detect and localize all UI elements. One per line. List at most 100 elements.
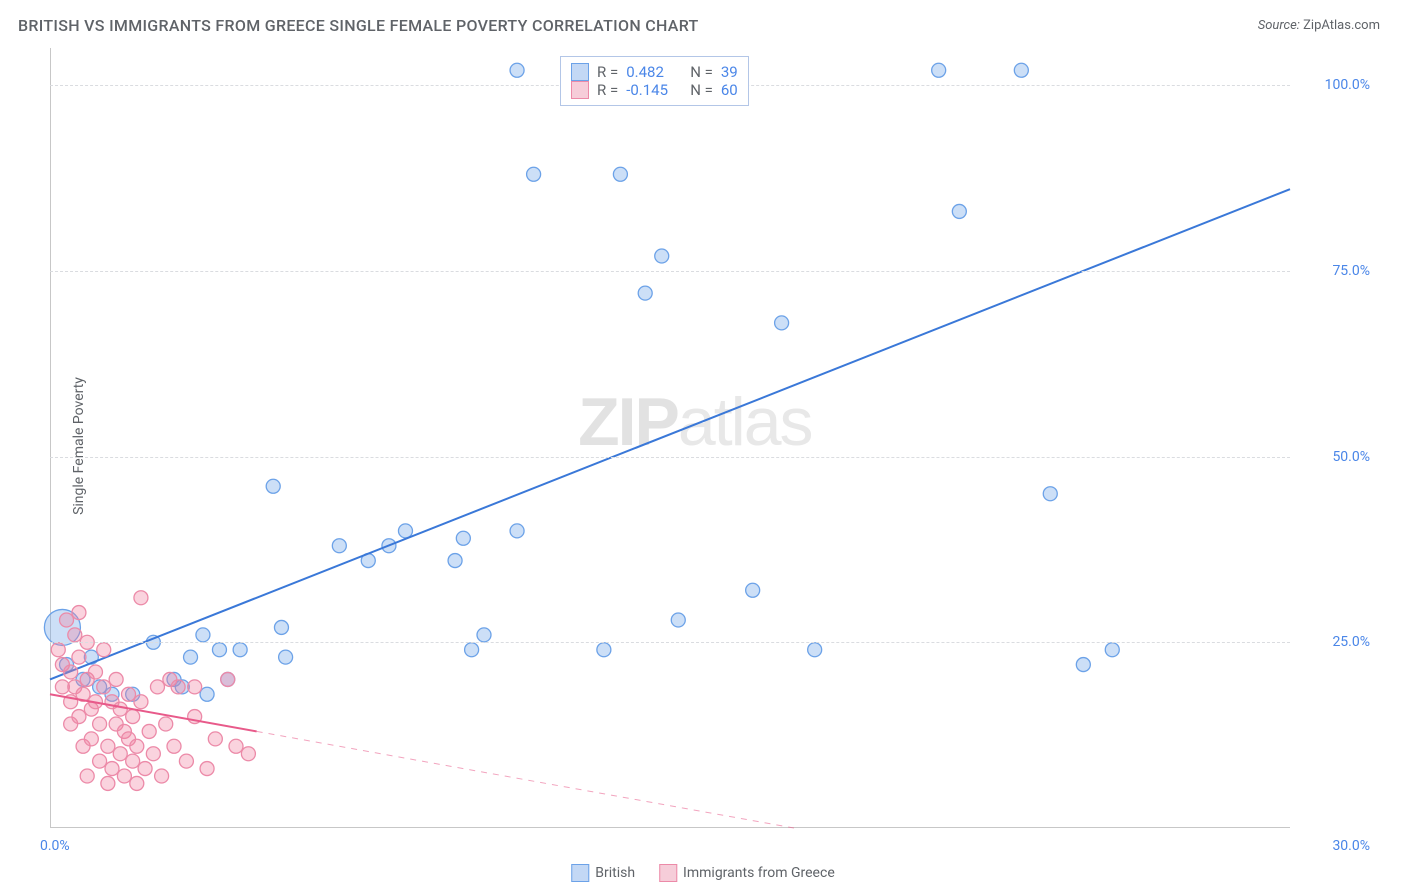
legend-series: British Immigrants from Greece <box>571 864 834 882</box>
greece-point <box>113 747 127 761</box>
greece-point <box>72 606 86 620</box>
british-point <box>527 167 541 181</box>
greece-point <box>188 680 202 694</box>
british-point <box>274 620 288 634</box>
british-point <box>456 531 470 545</box>
british-point <box>510 63 524 77</box>
greece-point <box>109 672 123 686</box>
chart-container: BRITISH VS IMMIGRANTS FROM GREECE SINGLE… <box>0 0 1406 892</box>
british-point <box>465 643 479 657</box>
greece-point <box>84 732 98 746</box>
british-point <box>746 583 760 597</box>
british-point <box>184 650 198 664</box>
x-tick-left: 0.0% <box>40 838 70 854</box>
greece-point <box>142 724 156 738</box>
source-label: Source: <box>1258 18 1300 33</box>
greece-point <box>117 769 131 783</box>
greece-point <box>134 695 148 709</box>
greece-point <box>60 613 74 627</box>
british-point <box>932 63 946 77</box>
gridline <box>50 457 1290 458</box>
british-point <box>671 613 685 627</box>
greece-point <box>221 672 235 686</box>
legend-row-greece: R = -0.145N = 60 <box>571 81 738 99</box>
y-tick-label: 75.0% <box>1332 263 1370 279</box>
greece-point <box>72 710 86 724</box>
greece-trendline-dashed <box>257 731 794 828</box>
n-prefix: N = <box>690 81 713 99</box>
n-prefix: N = <box>690 63 713 81</box>
greece-point <box>179 754 193 768</box>
r-prefix: R = <box>597 81 618 99</box>
gridline <box>50 271 1290 272</box>
greece-point <box>93 754 107 768</box>
british-trendline <box>50 189 1290 679</box>
greece-point <box>51 643 65 657</box>
greece-point <box>208 732 222 746</box>
british-point <box>477 628 491 642</box>
gridline <box>50 642 1290 643</box>
greece-point <box>146 747 160 761</box>
british-point <box>952 204 966 218</box>
british-point <box>1105 643 1119 657</box>
british-n-value: 39 <box>721 63 738 81</box>
british-point <box>613 167 627 181</box>
greece-point <box>200 762 214 776</box>
british-label: British <box>595 865 635 881</box>
chart-source: Source: ZipAtlas.com <box>1258 18 1380 33</box>
greece-swatch <box>659 864 677 882</box>
legend-row-british: R = 0.482 N = 39 <box>571 63 738 81</box>
greece-point <box>97 643 111 657</box>
greece-point <box>134 591 148 605</box>
greece-n-value: 60 <box>721 81 738 99</box>
british-point <box>1043 487 1057 501</box>
legend-item-british: British <box>571 864 635 882</box>
greece-point <box>150 680 164 694</box>
y-tick-label: 100.0% <box>1325 77 1370 93</box>
greece-point <box>122 687 136 701</box>
plot-svg <box>50 48 1290 828</box>
greece-point <box>159 717 173 731</box>
y-tick-label: 50.0% <box>1332 449 1370 465</box>
greece-point <box>68 628 82 642</box>
british-point <box>510 524 524 538</box>
plot-area: ZIPatlas 0.0% 30.0% 25.0%50.0%75.0%100.0… <box>50 48 1290 828</box>
greece-point <box>113 702 127 716</box>
greece-point <box>138 762 152 776</box>
greece-point <box>130 776 144 790</box>
british-point <box>448 554 462 568</box>
greece-point <box>80 769 94 783</box>
greece-label: Immigrants from Greece <box>683 865 835 881</box>
greece-point <box>241 747 255 761</box>
greece-point <box>97 680 111 694</box>
greece-point <box>72 650 86 664</box>
r-prefix: R = <box>597 63 618 81</box>
british-r-value: 0.482 <box>626 63 682 81</box>
greece-point <box>88 665 102 679</box>
greece-point <box>167 739 181 753</box>
greece-point <box>105 762 119 776</box>
greece-point <box>130 739 144 753</box>
greece-point <box>64 665 78 679</box>
british-point <box>266 479 280 493</box>
british-point <box>638 286 652 300</box>
x-tick-right: 30.0% <box>1332 838 1370 854</box>
british-point <box>655 249 669 263</box>
greece-point <box>126 710 140 724</box>
greece-point <box>101 776 115 790</box>
greece-point <box>229 739 243 753</box>
greece-point <box>126 754 140 768</box>
british-point <box>233 643 247 657</box>
greece-point <box>93 717 107 731</box>
legend-item-greece: Immigrants from Greece <box>659 864 835 882</box>
british-point <box>775 316 789 330</box>
greece-swatch <box>571 81 589 99</box>
british-point <box>196 628 210 642</box>
british-point <box>279 650 293 664</box>
british-point <box>332 539 346 553</box>
y-tick-label: 25.0% <box>1332 634 1370 650</box>
british-point <box>200 687 214 701</box>
british-swatch <box>571 63 589 81</box>
british-point <box>398 524 412 538</box>
source-value: ZipAtlas.com <box>1303 18 1380 33</box>
